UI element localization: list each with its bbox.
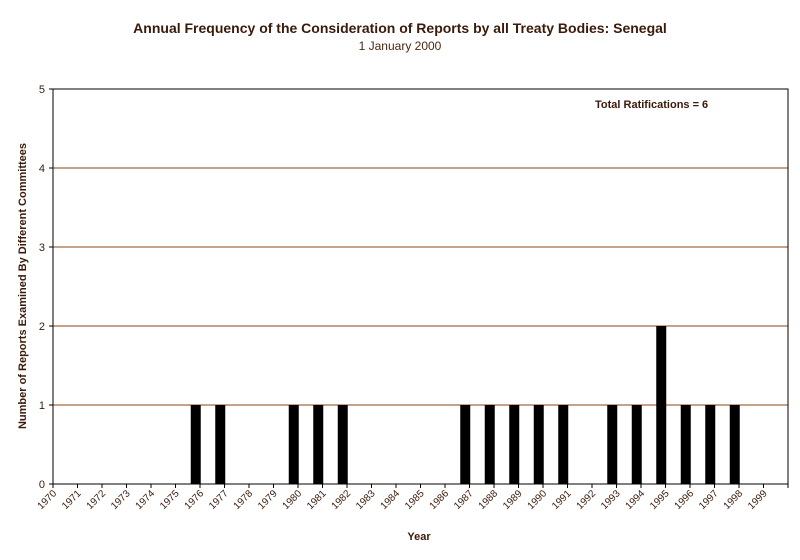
bar [509, 405, 520, 484]
x-tick-label: 1973 [109, 488, 133, 512]
y-axis-title: Number of Reports Examined By Different … [17, 143, 29, 429]
bar [631, 405, 642, 484]
x-tick-label: 1991 [550, 488, 574, 512]
x-tick-label: 1996 [673, 488, 697, 512]
x-tick-label: 1983 [354, 488, 378, 512]
x-tick-label: 1972 [85, 488, 109, 512]
x-tick-label: 1981 [305, 488, 329, 512]
bar [729, 405, 740, 484]
x-tick-label: 1987 [452, 488, 476, 512]
y-tick-label: 4 [39, 163, 45, 175]
plot-frame [49, 88, 789, 488]
bar [288, 405, 299, 484]
y-tick-label: 5 [39, 84, 45, 96]
x-tick-label: 1970 [36, 488, 60, 512]
bar [705, 405, 716, 484]
x-tick-label: 1974 [134, 488, 158, 512]
x-tick-label: 1999 [746, 488, 770, 512]
x-tick-label: 1986 [428, 488, 452, 512]
total-ratifications-annotation: Total Ratifications = 6 [595, 99, 708, 111]
x-tick-label: 1975 [158, 488, 182, 512]
x-tick-label: 1990 [526, 488, 550, 512]
x-tick-label: 1992 [575, 488, 599, 512]
x-tick-label: 1982 [330, 488, 354, 512]
x-tick-label: 1997 [697, 488, 721, 512]
y-tick-label: 1 [39, 400, 45, 412]
x-axis-title: Year [407, 531, 431, 543]
bar [190, 405, 201, 484]
x-tick-label: 1994 [624, 488, 648, 512]
bar [484, 405, 495, 484]
gridlines [53, 88, 788, 406]
y-tick-labels: 0 1 2 3 4 5 [39, 84, 45, 491]
bar [337, 405, 348, 484]
bar [313, 405, 324, 484]
bar [558, 405, 569, 484]
x-tick-label: 1998 [722, 488, 746, 512]
plot-border [52, 88, 789, 485]
chart-subtitle: 1 January 2000 [358, 39, 442, 53]
x-tick-label: 1980 [281, 488, 305, 512]
bars [190, 326, 740, 484]
bar [680, 405, 691, 484]
y-tick-label: 0 [39, 479, 45, 491]
x-tick-label: 1989 [501, 488, 525, 512]
bar [656, 326, 667, 484]
x-tick-label: 1978 [232, 488, 256, 512]
y-tick-label: 3 [39, 242, 45, 254]
chart-title: Annual Frequency of the Consideration of… [133, 20, 667, 36]
x-tick-label: 1993 [599, 488, 623, 512]
x-tick-label: 1971 [60, 488, 84, 512]
bar [460, 405, 471, 484]
bar [533, 405, 544, 484]
x-tick-labels: 1970 1971 1972 1973 1974 1975 1976 1977 1978 1979… [36, 488, 770, 512]
x-tick-label: 1985 [403, 488, 427, 512]
bar [607, 405, 618, 484]
x-tick-label: 1979 [256, 488, 280, 512]
x-tick-label: 1984 [379, 488, 403, 512]
bar [215, 405, 226, 484]
y-tick-label: 2 [39, 321, 45, 333]
x-tick-label: 1995 [648, 488, 672, 512]
x-tick-label: 1988 [477, 488, 501, 512]
x-tick-label: 1976 [183, 488, 207, 512]
x-tick-label: 1977 [207, 488, 231, 512]
